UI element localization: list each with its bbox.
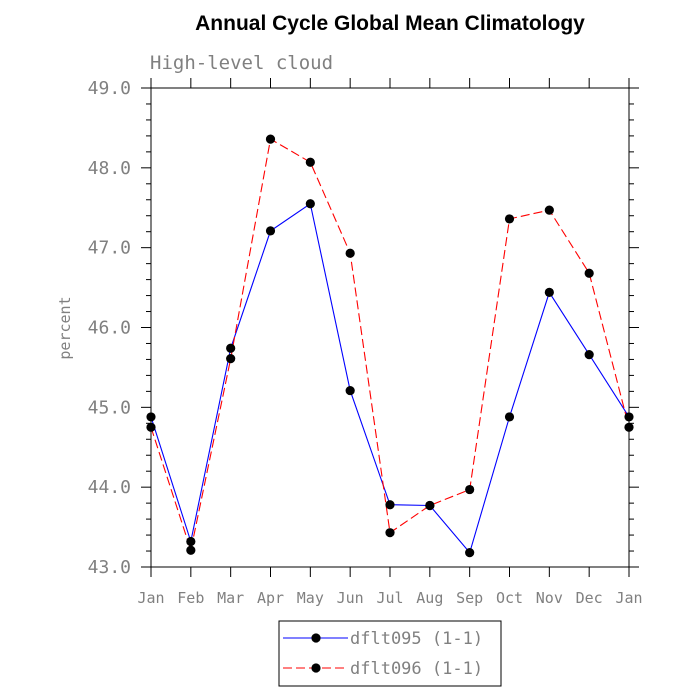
axis-ticks	[141, 78, 639, 577]
series-2-point	[624, 422, 634, 432]
legend-box	[278, 620, 502, 687]
x-tick-label: Mar	[217, 589, 244, 607]
y-tick-label: 48.0	[88, 158, 131, 179]
legend-label-2: dflt096 (1-1)	[350, 659, 483, 679]
plot-frame	[150, 87, 630, 568]
series-1-point	[544, 287, 554, 297]
x-tick-labels: Jan Feb Mar Apr May Jun Jul Aug Sep Oct Nov Dec Jan	[137, 589, 642, 607]
series-2-point	[544, 205, 554, 215]
series-1-point	[385, 500, 395, 510]
series-2-point	[265, 134, 276, 144]
series-2-point	[425, 500, 435, 511]
chart-title: Annual Cycle Global Mean Climatology	[195, 12, 585, 35]
series-1-point	[584, 350, 594, 360]
series-2-point	[146, 422, 156, 432]
x-tick-label: Jun	[337, 589, 364, 607]
x-tick-label: Dec	[576, 589, 603, 607]
y-tick-label: 49.0	[88, 78, 131, 99]
x-tick-label: Jan	[615, 589, 642, 607]
y-axis-label: percent	[56, 296, 74, 359]
legend-marker-1	[311, 633, 321, 643]
x-tick-label: May	[297, 589, 324, 607]
legend-marker-2	[311, 663, 321, 673]
series-2-point	[584, 268, 594, 278]
series-line-2	[150, 138, 630, 553]
series-2-point	[305, 157, 315, 167]
plot-area	[150, 87, 630, 568]
y-tick-label: 45.0	[88, 397, 131, 418]
x-tick-label: Aug	[416, 589, 443, 607]
y-tick-label: 43.0	[88, 557, 131, 578]
data-series	[146, 134, 634, 558]
x-tick-label: Jan	[137, 589, 164, 607]
series-1-point	[186, 536, 196, 547]
legend: dflt095 (1-1) dflt096 (1-1)	[278, 620, 502, 687]
x-tick-label: Sep	[456, 589, 483, 607]
y-tick-label: 47.0	[88, 238, 131, 259]
series-1-point	[146, 412, 156, 422]
series-2-point	[226, 354, 236, 364]
y-tick-labels: 43.0 44.0 45.0 46.0 47.0 48.0 49.0	[88, 78, 131, 578]
x-tick-label: Jul	[376, 589, 403, 607]
x-tick-label: Oct	[496, 589, 523, 607]
series-1-point	[265, 226, 276, 236]
chart-subtitle: High-level cloud	[150, 52, 333, 74]
y-tick-label: 46.0	[88, 318, 131, 339]
series-1-point	[504, 412, 515, 422]
series-2-point	[385, 528, 395, 538]
series-1-point	[345, 385, 355, 396]
series-1-point	[624, 412, 634, 422]
series-1-point	[305, 199, 315, 209]
series-2-point	[345, 248, 355, 258]
series-1-point	[226, 343, 236, 353]
x-tick-label: Nov	[536, 589, 563, 607]
x-tick-label: Apr	[257, 589, 284, 607]
legend-label-1: dflt095 (1-1)	[350, 629, 483, 649]
y-tick-label: 44.0	[88, 477, 131, 498]
series-1-point	[465, 548, 475, 558]
x-tick-label: Feb	[177, 589, 204, 607]
series-2-point	[504, 214, 515, 224]
series-2-point	[465, 484, 475, 495]
series-2-point	[186, 545, 196, 555]
